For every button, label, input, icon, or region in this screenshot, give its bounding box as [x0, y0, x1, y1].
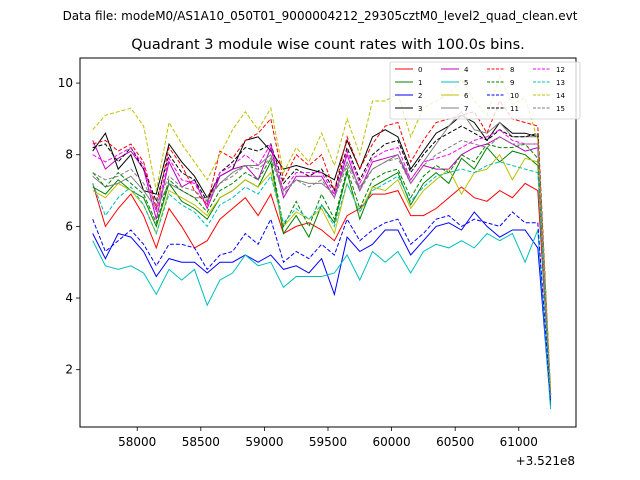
y-tick-label: 6	[65, 219, 73, 233]
legend-label-7: 7	[464, 105, 468, 113]
series-line-15	[92, 136, 552, 395]
legend-label-12: 12	[556, 66, 565, 74]
series-line-7	[92, 110, 552, 395]
series-line-10	[92, 211, 552, 402]
y-tick-label: 10	[58, 76, 73, 90]
x-tick-label: 61000	[500, 435, 538, 449]
series-line-13	[92, 161, 552, 399]
legend-label-9: 9	[510, 79, 514, 87]
x-tick-label: 58000	[118, 435, 156, 449]
series-line-2	[92, 211, 552, 406]
series-line-11	[92, 125, 552, 395]
legend-label-8: 8	[510, 66, 514, 74]
series-line-3	[92, 114, 552, 395]
x-tick-label: 58500	[182, 435, 220, 449]
chart-title: Quadrant 3 module wise count rates with …	[131, 37, 525, 53]
series-line-0	[92, 182, 552, 395]
legend-label-5: 5	[464, 79, 468, 87]
legend-label-15: 15	[556, 105, 565, 113]
x-tick-label: 59000	[245, 435, 283, 449]
chart-suptitle: Data file: modeM0/AS1A10_050T01_90000042…	[63, 9, 578, 23]
x-tick-label: 60000	[372, 435, 410, 449]
legend-label-14: 14	[556, 92, 565, 100]
x-axis: 58000 58500 59000 59500 60000 60500 61000	[118, 427, 538, 449]
legend-label-10: 10	[510, 92, 519, 100]
series-line-5	[92, 229, 552, 410]
plot-series	[92, 74, 552, 410]
legend-label-2: 2	[418, 92, 422, 100]
legend-box	[389, 61, 581, 120]
legend-label-3: 3	[418, 105, 422, 113]
series-line-1	[92, 146, 552, 402]
x-offset-label: +3.521e8	[516, 454, 575, 468]
legend-label-11: 11	[510, 105, 519, 113]
legend-label-1: 1	[418, 79, 422, 87]
series-line-9	[92, 143, 552, 399]
series-line-12	[92, 129, 552, 395]
legend-label-13: 13	[556, 79, 565, 87]
y-axis: 2 4 6 8 10	[58, 76, 80, 377]
legend-label-0: 0	[418, 66, 422, 74]
series-line-4	[92, 136, 552, 399]
series-line-8	[92, 99, 552, 392]
y-tick-label: 8	[65, 148, 73, 162]
y-tick-label: 2	[65, 363, 73, 377]
y-tick-label: 4	[65, 291, 73, 305]
legend-label-4: 4	[464, 66, 469, 74]
x-tick-label: 59500	[309, 435, 347, 449]
x-tick-label: 60500	[436, 435, 474, 449]
legend-label-6: 6	[464, 92, 469, 100]
